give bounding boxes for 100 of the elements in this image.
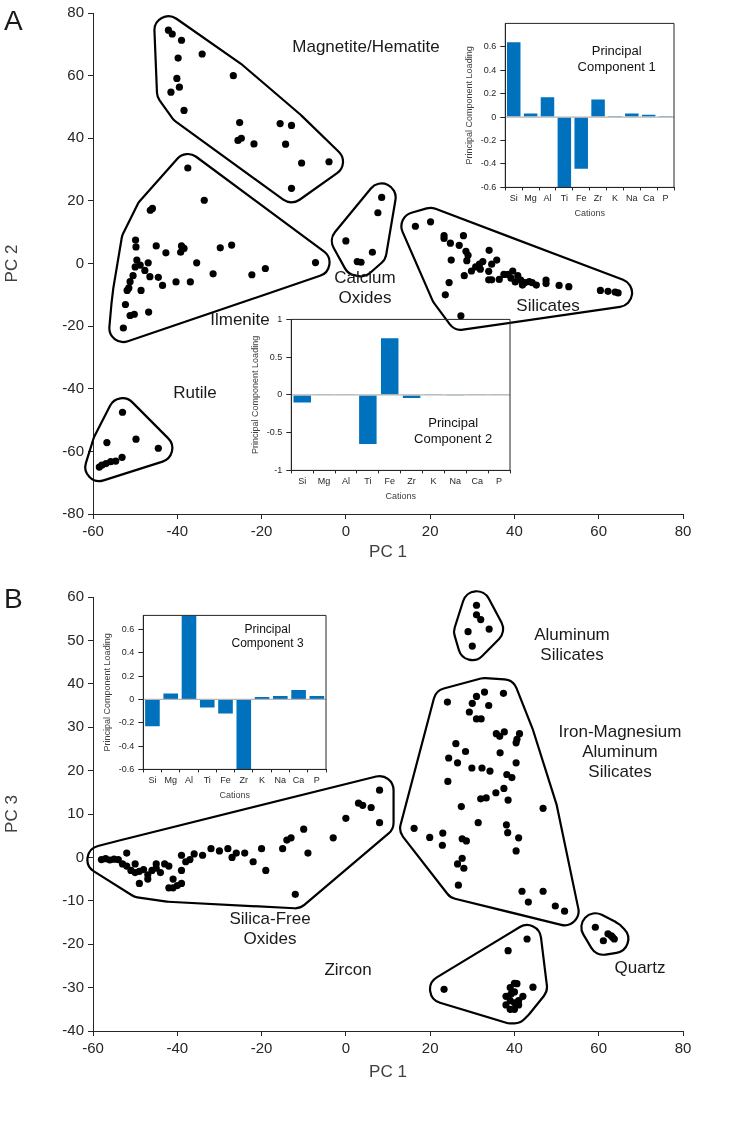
x-tick-label: Ti [560,193,568,204]
x-tick-label: K [430,476,437,487]
x-tick-label: Al [543,193,552,204]
x-tick-label: Mg [317,476,331,487]
x-tick-label: 40 [506,522,523,540]
x-tick-label: Ti [364,476,372,487]
y-axis-title: Principal Component Loading [463,46,474,165]
x-tick-label: P [313,775,320,786]
x-tick-label: Na [274,775,287,786]
y-tick-label: -40 [62,378,84,396]
x-tick-label: Ti [203,775,211,786]
text: B [4,582,23,614]
annotation: Magnetite/Hematite [292,36,440,56]
x-tick-label: Al [184,775,193,786]
x-tick-label: Zr [407,476,416,487]
x-tick-label: P [496,476,503,487]
x-tick-label: 0 [341,1039,351,1057]
x-tick-label: Si [298,476,307,487]
x-tick-label: 20 [421,1039,439,1057]
y-tick-label: -20 [62,316,84,334]
x-tick-label: 60 [590,522,608,540]
annotation: Silica-Free Oxides [229,908,311,948]
x-tick-label: Ca [642,193,655,204]
y-tick-label: 0.6 [121,623,135,634]
text: Principal Component 3 [231,622,304,651]
y-axis-title: PC 3 [1,795,21,833]
annotation: Zircon [324,959,372,979]
y-tick-label: -60 [62,441,84,459]
y-tick-label: 40 [67,673,84,691]
y-tick-label: 0.5 [269,351,283,362]
x-tick-label: Zr [239,775,249,786]
y-tick-label: -0.2 [118,717,135,728]
y-tick-label: -10 [62,890,84,908]
y-tick-label: 40 [67,128,84,146]
y-tick-label: 0 [277,389,283,400]
y-tick-label: 0 [75,847,84,865]
text: Principal Component 2 [414,414,493,446]
y-tick-label: -30 [62,977,84,995]
y-axis-title: PC 2 [1,244,21,283]
y-tick-label: 0.2 [121,670,135,681]
y-tick-label: 80 [67,3,84,21]
y-tick-label: 0 [129,693,135,704]
y-tick-label: 0.4 [483,64,497,75]
x-tick-label: Ca [471,476,483,487]
y-axis-title: Principal Component Loading [249,335,260,454]
y-tick-label: -80 [62,504,84,522]
annotation: Rutile [173,382,217,402]
x-tick-label: 80 [674,522,692,540]
text: Principal Component 1 [577,43,656,74]
y-tick-label: 0.2 [483,88,497,99]
x-axis-title: Cations [385,491,417,502]
x-tick-label: 20 [421,522,439,540]
y-tick-label: 0 [75,253,84,271]
y-tick-label: 10 [67,804,84,822]
annotation: Quartz [614,957,666,977]
y-tick-label: 0.4 [121,647,135,658]
x-tick-label: Fe [220,775,231,786]
x-tick-label: Si [509,193,518,204]
annotation: Ilmenite [210,309,270,329]
annotation: Iron-Magnesium Aluminum Silicates [558,721,682,781]
annotation: Silicates [516,295,580,315]
x-tick-label: Ca [292,775,305,786]
y-tick-label: 50 [67,630,84,648]
x-tick-label: 60 [590,1039,608,1057]
x-tick-label: Zr [593,193,603,204]
y-tick-label: 0.6 [483,41,497,52]
x-axis-title: Cations [219,790,251,801]
x-axis-title: Cations [574,208,606,219]
annotation: Calcium Oxides [334,267,396,307]
x-tick-label: Mg [164,775,177,786]
y-tick-label: -20 [62,934,84,952]
y-tick-label: -0.4 [480,158,497,169]
y-tick-label: -0.6 [118,763,135,774]
annotation: Aluminum Silicates [534,624,610,664]
x-tick-label: K [611,193,618,204]
x-tick-label: Na [626,193,638,204]
y-tick-label: -40 [62,1021,84,1039]
x-tick-label: K [259,775,266,786]
x-tick-label: 40 [506,1039,523,1057]
x-tick-label: -40 [166,1039,189,1057]
x-tick-label: Si [148,775,157,786]
x-tick-label: -40 [166,522,189,540]
x-tick-label: Mg [524,193,537,204]
x-tick-label: Al [341,476,350,487]
x-tick-label: Na [449,476,462,487]
y-tick-label: 60 [67,65,84,83]
text: A [4,4,23,36]
y-tick-label: 30 [67,717,84,735]
x-axis-title: PC 1 [369,542,407,562]
y-tick-label: 1 [277,313,283,324]
x-axis-title: PC 1 [369,1062,407,1082]
x-tick-label: 0 [341,522,351,540]
y-tick-label: -0.6 [480,181,497,192]
x-tick-label: Fe [384,476,395,487]
y-tick-label: -1 [274,464,283,475]
y-tick-label: 0 [491,111,497,122]
y-axis-title: Principal Component Loading [101,633,112,752]
x-tick-label: P [662,193,669,204]
y-tick-label: 60 [67,587,84,605]
y-tick-label: -0.4 [118,740,135,751]
